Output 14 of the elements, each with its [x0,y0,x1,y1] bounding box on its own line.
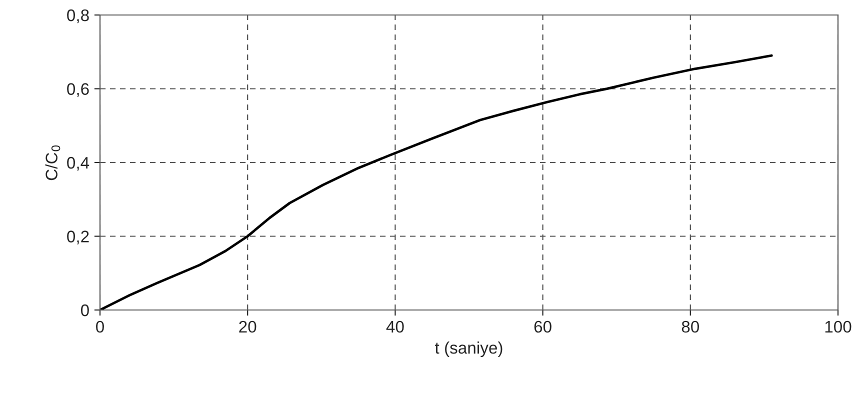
x-tick-label: 0 [96,320,104,333]
y-tick-label: 0,2 [67,230,89,244]
y-axis-title: C/C$_{0}$ [45,145,60,180]
x-tick-label: 20 [239,320,256,333]
y-tick-label: 0 [80,304,89,316]
x-axis-title: t (saniye) [434,342,502,358]
line-series [100,54,773,310]
y-tick-label: 0,6 [67,83,89,97]
x-tick-label: 100 [825,320,852,333]
x-tick-label: 80 [682,320,700,333]
x-tick-label: 60 [534,320,552,333]
y-tick-label: 0,8 [67,9,89,24]
y-tick-label: 0,4 [67,156,90,171]
x-tick-label: 40 [386,320,404,333]
